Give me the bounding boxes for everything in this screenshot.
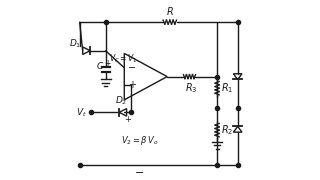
Text: $V_2 = \beta\, V_o$: $V_2 = \beta\, V_o$ — [121, 134, 158, 147]
Text: $V_C = V_1$: $V_C = V_1$ — [109, 53, 138, 65]
Text: $D_1$: $D_1$ — [69, 37, 82, 50]
Text: +: + — [124, 115, 131, 124]
Text: −: − — [104, 69, 110, 78]
Text: $D_2$: $D_2$ — [116, 94, 128, 107]
Text: $-$: $-$ — [133, 166, 144, 176]
Text: $R_2$: $R_2$ — [221, 123, 233, 137]
Text: $V_t$: $V_t$ — [76, 106, 87, 119]
Text: $R_1$: $R_1$ — [221, 81, 234, 95]
Text: $R$: $R$ — [166, 4, 174, 17]
Text: +: + — [128, 80, 136, 90]
Text: $R_3$: $R_3$ — [185, 81, 197, 95]
Text: +: + — [104, 59, 110, 68]
Text: $C$: $C$ — [96, 60, 105, 71]
Text: −: − — [128, 63, 136, 73]
